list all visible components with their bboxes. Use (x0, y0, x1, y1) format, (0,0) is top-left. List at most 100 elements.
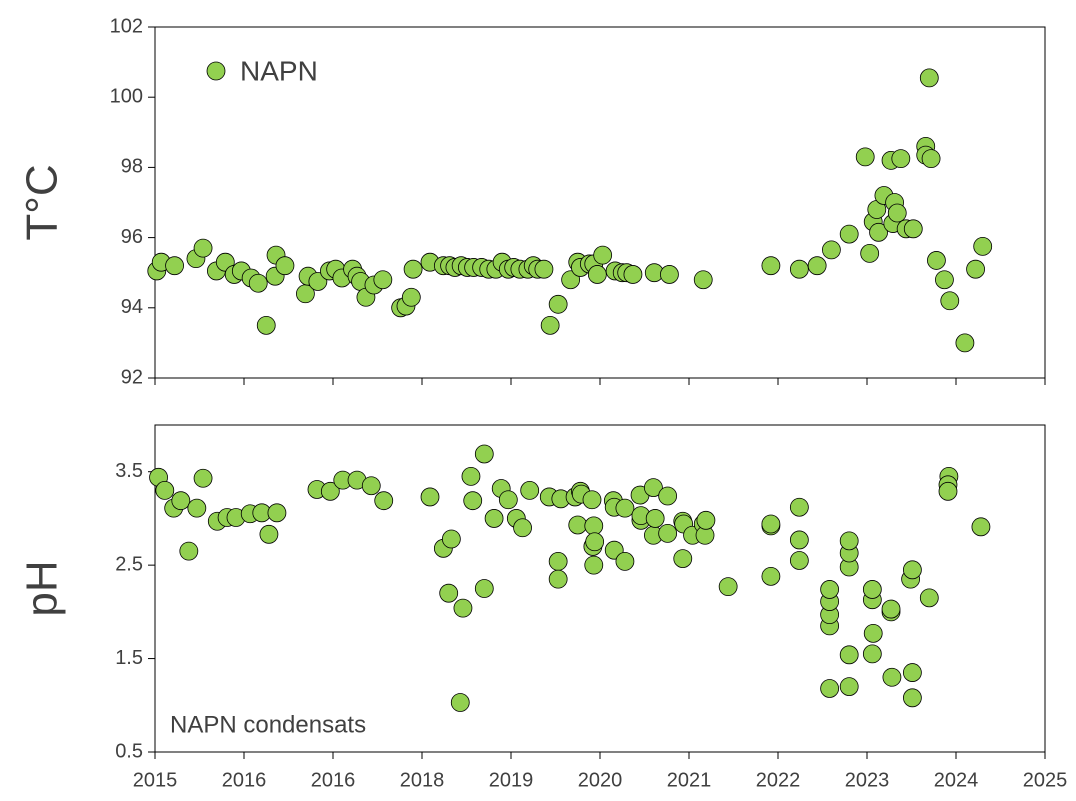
data-point (275, 256, 295, 276)
data-point (623, 265, 643, 284)
data-point (561, 270, 581, 290)
x-tick-label: 2016 (222, 769, 267, 791)
data-point (645, 509, 665, 528)
y-axis-label: T°C (18, 164, 67, 240)
data-point (474, 579, 494, 598)
data-point (453, 598, 473, 618)
data-point (919, 68, 939, 88)
data-point (882, 667, 902, 687)
x-tick-label: 2015 (133, 769, 178, 791)
data-point (938, 481, 958, 501)
data-point (839, 224, 859, 244)
data-point (450, 693, 470, 712)
data-point (862, 580, 882, 599)
data-point (474, 444, 494, 464)
data-point (902, 560, 922, 580)
data-point (673, 549, 693, 569)
data-point (887, 203, 907, 223)
data-point (259, 524, 279, 544)
x-tick-label: 2025 (1023, 769, 1068, 791)
data-point (966, 259, 985, 279)
data-point (320, 481, 340, 501)
data-point (361, 476, 381, 496)
data-point (881, 599, 901, 619)
data-point (165, 256, 184, 276)
data-point (789, 551, 809, 570)
y-tick-label: 2.5 (115, 553, 143, 575)
data-point (761, 514, 781, 534)
data-point (582, 490, 602, 510)
data-point (439, 583, 459, 603)
y-tick-label: 96 (121, 226, 143, 248)
data-point (822, 240, 841, 260)
y-tick-label: 0.5 (115, 740, 143, 762)
data-point (441, 529, 461, 549)
data-point (820, 580, 840, 599)
data-point (658, 523, 678, 543)
data-point (179, 541, 199, 561)
y-tick-label: 92 (121, 366, 143, 388)
data-point (902, 663, 922, 682)
data-point (862, 644, 882, 664)
data-point (484, 509, 504, 528)
data-point (971, 517, 991, 537)
data-point (534, 259, 554, 279)
data-point (461, 466, 481, 486)
data-point (761, 256, 781, 276)
data-point (839, 677, 859, 696)
data-point (401, 287, 421, 307)
data-point (902, 688, 922, 708)
data-point (869, 222, 888, 242)
data-point (187, 498, 207, 518)
data-point (927, 251, 946, 270)
data-point (693, 270, 713, 290)
legend-label: NAPN (240, 55, 318, 86)
data-point (807, 256, 827, 276)
data-point (615, 552, 635, 571)
data-point (593, 245, 613, 265)
data-point (903, 219, 923, 239)
data-point (839, 645, 859, 665)
x-tick-label: 2020 (578, 769, 623, 791)
data-point (921, 149, 941, 169)
data-point (919, 588, 939, 608)
data-point (660, 265, 679, 284)
data-point (513, 518, 532, 538)
data-point (860, 243, 880, 263)
data-point (935, 270, 954, 290)
data-point (373, 270, 393, 290)
x-tick-label: 2018 (400, 769, 445, 791)
data-point (520, 480, 540, 500)
data-point (584, 555, 604, 575)
y-tick-label: 102 (110, 15, 143, 37)
data-point (615, 498, 635, 518)
data-point (940, 291, 960, 311)
x-tick-label: 2021 (667, 769, 712, 791)
data-point (171, 491, 191, 511)
data-point (789, 497, 809, 517)
data-point (193, 468, 213, 488)
y-tick-label: 3.5 (115, 460, 143, 482)
x-tick-label: 2019 (489, 769, 534, 791)
data-point (761, 566, 781, 586)
x-tick-label: 2016 (311, 769, 356, 791)
data-point (644, 478, 663, 497)
data-point (248, 273, 268, 293)
data-point (789, 530, 809, 550)
data-point (891, 149, 911, 169)
data-point (193, 238, 213, 258)
y-tick-label: 1.5 (115, 647, 143, 669)
data-point (820, 679, 840, 698)
data-point (548, 294, 568, 314)
data-point (973, 236, 993, 256)
data-point (696, 510, 716, 530)
annotation: NAPN condensats (170, 711, 366, 738)
data-point (718, 577, 738, 597)
data-point (403, 259, 423, 279)
data-point (839, 531, 859, 551)
y-axis-label: pH (18, 560, 67, 616)
data-point (863, 623, 883, 643)
data-point (420, 487, 440, 507)
data-point (540, 315, 560, 335)
